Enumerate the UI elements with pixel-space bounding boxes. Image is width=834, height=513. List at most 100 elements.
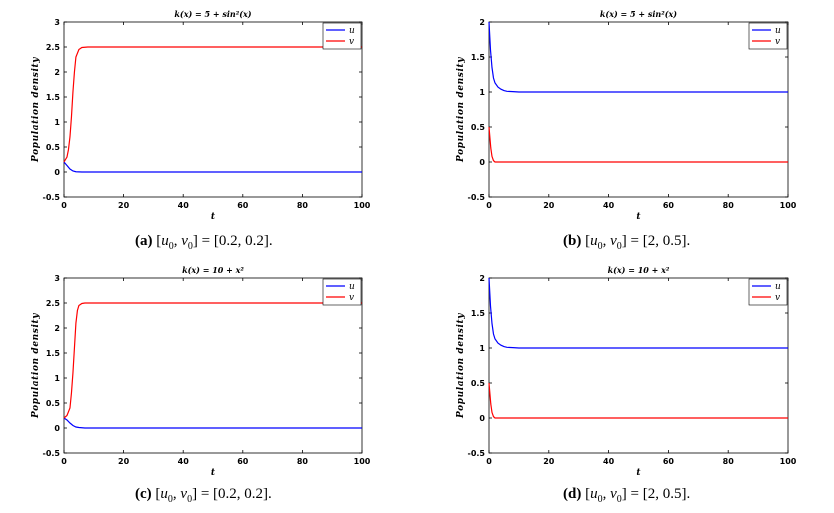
y-tick-label: -0.5 [43, 449, 61, 458]
caption-u: u [161, 233, 169, 249]
legend-label-u: u [349, 26, 355, 36]
caption-sub: 0 [168, 241, 174, 252]
caption-sub: 0 [597, 241, 603, 252]
legend-label-u: u [775, 282, 781, 292]
y-tick-label: 0.5 [471, 379, 486, 388]
y-tick-label: 1.5 [46, 93, 61, 102]
chart-title: k(x) = 10 + x² [182, 265, 244, 275]
x-axis-label: t [636, 468, 641, 478]
y-tick-label: 2 [479, 274, 485, 283]
x-tick-label: 20 [118, 457, 130, 466]
y-tick-label: 0.5 [46, 399, 61, 408]
legend-box [322, 278, 362, 306]
subplot-d: 0 20 40 60 80 100 -0.5 0 0.5 1 1.5 2 k(x) = 10 + x² t… [417, 256, 834, 513]
x-tick-label: 40 [178, 201, 190, 210]
y-tick-label: 2 [479, 18, 485, 27]
subplot-b: 0 20 40 60 80 100 -0.5 0 0.5 1 1.5 2 k(x) = 5 + sin²… [417, 0, 834, 256]
chart-title: k(x) = 5 + sin²(x) [600, 9, 677, 19]
x-tick-label: 20 [118, 201, 130, 210]
series-line-u [488, 21, 788, 93]
x-tick-label: 0 [486, 457, 492, 466]
caption-a: (a) [u0, v0] = [0.2, 0.2]. [135, 233, 273, 252]
y-tick-label: 1 [54, 118, 60, 127]
caption-sub: 0 [187, 241, 193, 252]
chart-a: 0 20 40 60 80 100-0.500.511.522.53k(x) = 5 + … [31, 9, 371, 222]
x-tick-label: 80 [297, 201, 309, 210]
y-tick-label: 0 [479, 414, 485, 423]
x-tick-label: 60 [663, 457, 675, 466]
x-tick-label: 100 [780, 457, 797, 466]
caption-letter: (a) [135, 233, 153, 249]
y-axis-label: Population density [456, 57, 466, 163]
caption-u: u [590, 486, 598, 502]
y-tick-label: 0 [479, 158, 485, 167]
x-tick-label: 0 [486, 201, 492, 210]
legend-label-v: v [349, 37, 354, 47]
caption-letter: (c) [135, 486, 152, 502]
x-tick-label: 20 [543, 201, 555, 210]
plot-area [488, 277, 789, 454]
x-tick-label: 100 [354, 457, 371, 466]
x-tick-label: 60 [237, 201, 249, 210]
caption-v: v [181, 233, 188, 249]
y-axis-label: Population density [456, 313, 466, 419]
legend-box [748, 278, 788, 306]
x-axis-label: t [211, 212, 216, 222]
y-tick-label: 0.5 [471, 123, 486, 132]
y-axis-label: Population density [31, 57, 41, 163]
subplot-c: 0 20 40 60 80 100 -0.5 0 0.5 1 1.5 2 2.5 3 k(x) = 10 +… [0, 256, 417, 513]
y-tick-label: 2 [54, 68, 60, 77]
caption-sub: 0 [597, 494, 603, 505]
series-line-u [488, 277, 788, 349]
y-tick-label: -0.5 [43, 193, 61, 202]
subplot-a: 0 20 40 60 80 100 -0.5 0 0.5 1 1.5 2 2.5 3 k(x) = 5 + … [0, 0, 417, 256]
y-tick-label: 1.5 [471, 53, 486, 62]
caption-sub: 0 [616, 494, 622, 505]
series-line-v [488, 126, 788, 163]
y-tick-label: 0 [54, 424, 60, 433]
x-tick-label: 40 [178, 457, 190, 466]
x-tick-label: 40 [603, 457, 615, 466]
y-tick-label: -0.5 [468, 193, 486, 202]
legend-label-v: v [775, 37, 780, 47]
x-tick-label: 80 [723, 457, 735, 466]
caption-u: u [160, 486, 168, 502]
y-tick-label: 1 [479, 344, 485, 353]
y-tick-label: 2 [54, 324, 60, 333]
y-tick-label: -0.5 [468, 449, 486, 458]
x-tick-label: 80 [723, 201, 735, 210]
caption-rest: ] = [2, 0.5]. [621, 486, 691, 502]
y-tick-label: 0 [54, 168, 60, 177]
caption-c: (c) [u0, v0] = [0.2, 0.2]. [135, 486, 272, 505]
series-line-v [63, 302, 362, 419]
x-tick-label: 0 [61, 457, 67, 466]
caption-sub: 0 [616, 241, 622, 252]
caption-letter: (b) [563, 233, 582, 249]
legend-box [322, 22, 362, 50]
x-tick-label: 100 [354, 201, 371, 210]
series-line-u [63, 417, 362, 429]
y-tick-label: 1 [479, 88, 485, 97]
x-tick-label: 100 [780, 201, 797, 210]
x-axis-label: t [211, 468, 216, 478]
y-tick-label: 3 [54, 274, 60, 283]
caption-letter: (d) [563, 486, 582, 502]
x-tick-label: 20 [543, 457, 555, 466]
x-tick-label: 60 [663, 201, 675, 210]
caption-v: v [610, 233, 617, 249]
caption-rest: ] = [2, 0.5]. [621, 233, 691, 249]
x-axis-label: t [636, 212, 641, 222]
caption-v: v [610, 486, 617, 502]
x-tick-label: 80 [297, 457, 309, 466]
legend-label-v: v [349, 293, 354, 303]
x-tick-label: 60 [237, 457, 249, 466]
legend-label-u: u [775, 26, 781, 36]
y-axis-label: Population density [31, 313, 41, 419]
caption-b: (b) [u0, v0] = [2, 0.5]. [563, 233, 691, 252]
caption-sub: 0 [167, 494, 173, 505]
caption-u: u [590, 233, 598, 249]
y-tick-label: 0.5 [46, 143, 61, 152]
x-tick-label: 40 [603, 201, 615, 210]
legend-label-v: v [775, 293, 780, 303]
caption-d: (d) [u0, v0] = [2, 0.5]. [563, 486, 691, 505]
